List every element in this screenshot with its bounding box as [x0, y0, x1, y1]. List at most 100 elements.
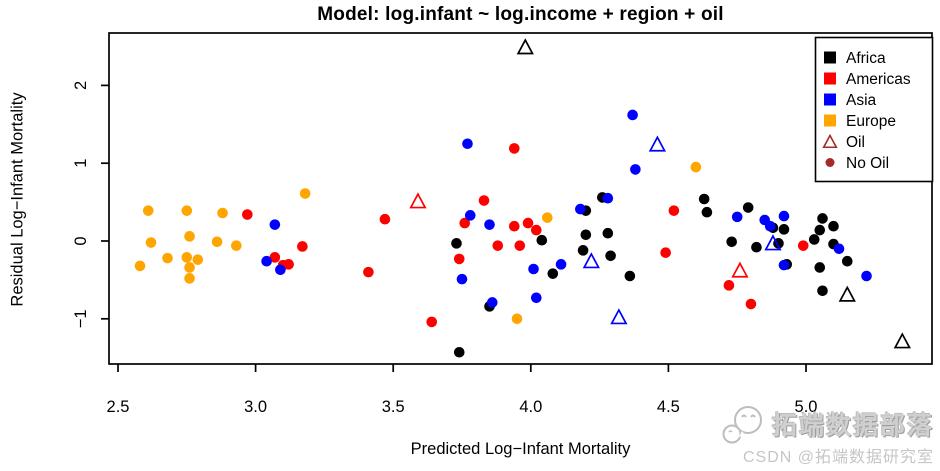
data-point: [745, 298, 757, 310]
data-point-triangle: [582, 252, 600, 269]
x-tick-label: 3.0: [244, 398, 267, 416]
data-point: [134, 260, 146, 272]
data-point: [269, 219, 281, 230]
data-point: [814, 224, 826, 236]
data-point: [841, 255, 853, 267]
data-point: [580, 229, 592, 241]
legend-marker-triangle: [822, 133, 838, 149]
data-point: [555, 259, 567, 270]
data-point-triangle: [610, 308, 628, 325]
data-point: [297, 241, 308, 252]
data-point-triangle: [731, 261, 749, 278]
data-point: [283, 259, 294, 270]
data-point: [742, 202, 754, 213]
data-point: [145, 237, 157, 248]
data-point: [778, 224, 790, 235]
data-point: [192, 254, 204, 265]
y-tick-label: 0: [72, 236, 90, 245]
x-tick-label: 4.5: [657, 398, 680, 416]
x-axis-label: Predicted Log−Infant Mortality: [410, 440, 631, 458]
data-point: [751, 241, 762, 253]
series-oil-americas-: [409, 192, 749, 278]
data-point: [577, 245, 589, 256]
data-point: [453, 346, 465, 358]
legend-label: Africa: [846, 50, 886, 67]
data-point: [627, 109, 638, 121]
data-point: [486, 297, 498, 308]
data-point: [426, 316, 438, 328]
data-point: [531, 224, 542, 236]
data-point-triangle: [838, 285, 856, 302]
data-point: [817, 285, 828, 297]
data-point: [797, 240, 809, 251]
data-point: [451, 238, 462, 249]
series-oil-africa-: [516, 38, 911, 349]
data-point: [261, 255, 272, 267]
legend-label: No Oil: [846, 155, 889, 172]
data-point: [861, 270, 872, 282]
legend-marker-square: [824, 93, 836, 106]
series-asia: [261, 109, 872, 308]
data-point: [536, 234, 548, 246]
data-point: [464, 210, 476, 221]
data-point: [379, 213, 391, 225]
data-point: [660, 247, 671, 258]
data-point: [575, 203, 586, 215]
data-point: [181, 205, 193, 216]
legend-marker-square: [824, 72, 836, 85]
data-point: [723, 280, 735, 291]
data-point: [833, 243, 845, 255]
data-point: [817, 213, 828, 224]
data-point: [184, 262, 195, 273]
chart-title: Model: log.infant ~ log.income + region …: [317, 4, 724, 25]
data-point: [668, 205, 680, 216]
y-axis: −1 0 1 2: [72, 81, 109, 328]
data-point: [363, 266, 374, 278]
data-point: [690, 161, 702, 173]
legend-label: Europe: [846, 113, 896, 130]
data-point: [602, 227, 614, 239]
data-point: [602, 192, 614, 204]
data-point: [522, 217, 534, 229]
data-point: [242, 209, 253, 220]
data-point: [231, 240, 242, 251]
data-point-triangle: [893, 332, 911, 349]
data-point: [778, 259, 790, 271]
data-point: [701, 206, 713, 218]
data-point-triangle: [516, 38, 534, 55]
data-point: [462, 138, 473, 150]
data-point: [511, 313, 523, 325]
data-point: [162, 252, 173, 264]
legend-marker-square: [824, 51, 836, 64]
y-axis-label: Residual Log−Infant Mortality: [8, 92, 27, 307]
legend-label: Oil: [846, 134, 865, 151]
data-point: [630, 164, 641, 175]
data-point: [211, 236, 223, 248]
legend-label: Asia: [846, 92, 877, 109]
y-tick-label: −1: [72, 309, 90, 328]
data-point: [181, 252, 193, 263]
data-point: [778, 210, 790, 222]
series-europe: [134, 161, 702, 325]
data-point: [808, 234, 820, 245]
data-point: [142, 205, 154, 216]
data-point: [731, 211, 743, 223]
y-tick-label: 1: [72, 159, 90, 168]
data-point: [605, 250, 616, 262]
x-tick-label: 4.0: [519, 398, 542, 416]
data-point: [764, 220, 776, 232]
data-point: [814, 262, 826, 273]
data-point-triangle: [764, 234, 782, 251]
x-tick-label: 2.5: [107, 398, 130, 416]
data-point-triangle: [409, 192, 427, 209]
data-point: [542, 212, 553, 223]
data-point: [269, 252, 281, 263]
series-americas: [242, 143, 809, 328]
data-point: [624, 270, 636, 282]
data-point: [217, 207, 228, 219]
data-point: [184, 273, 195, 284]
plot-frame: [108, 32, 933, 365]
legend-marker-square: [824, 114, 836, 127]
data-point: [478, 195, 490, 206]
